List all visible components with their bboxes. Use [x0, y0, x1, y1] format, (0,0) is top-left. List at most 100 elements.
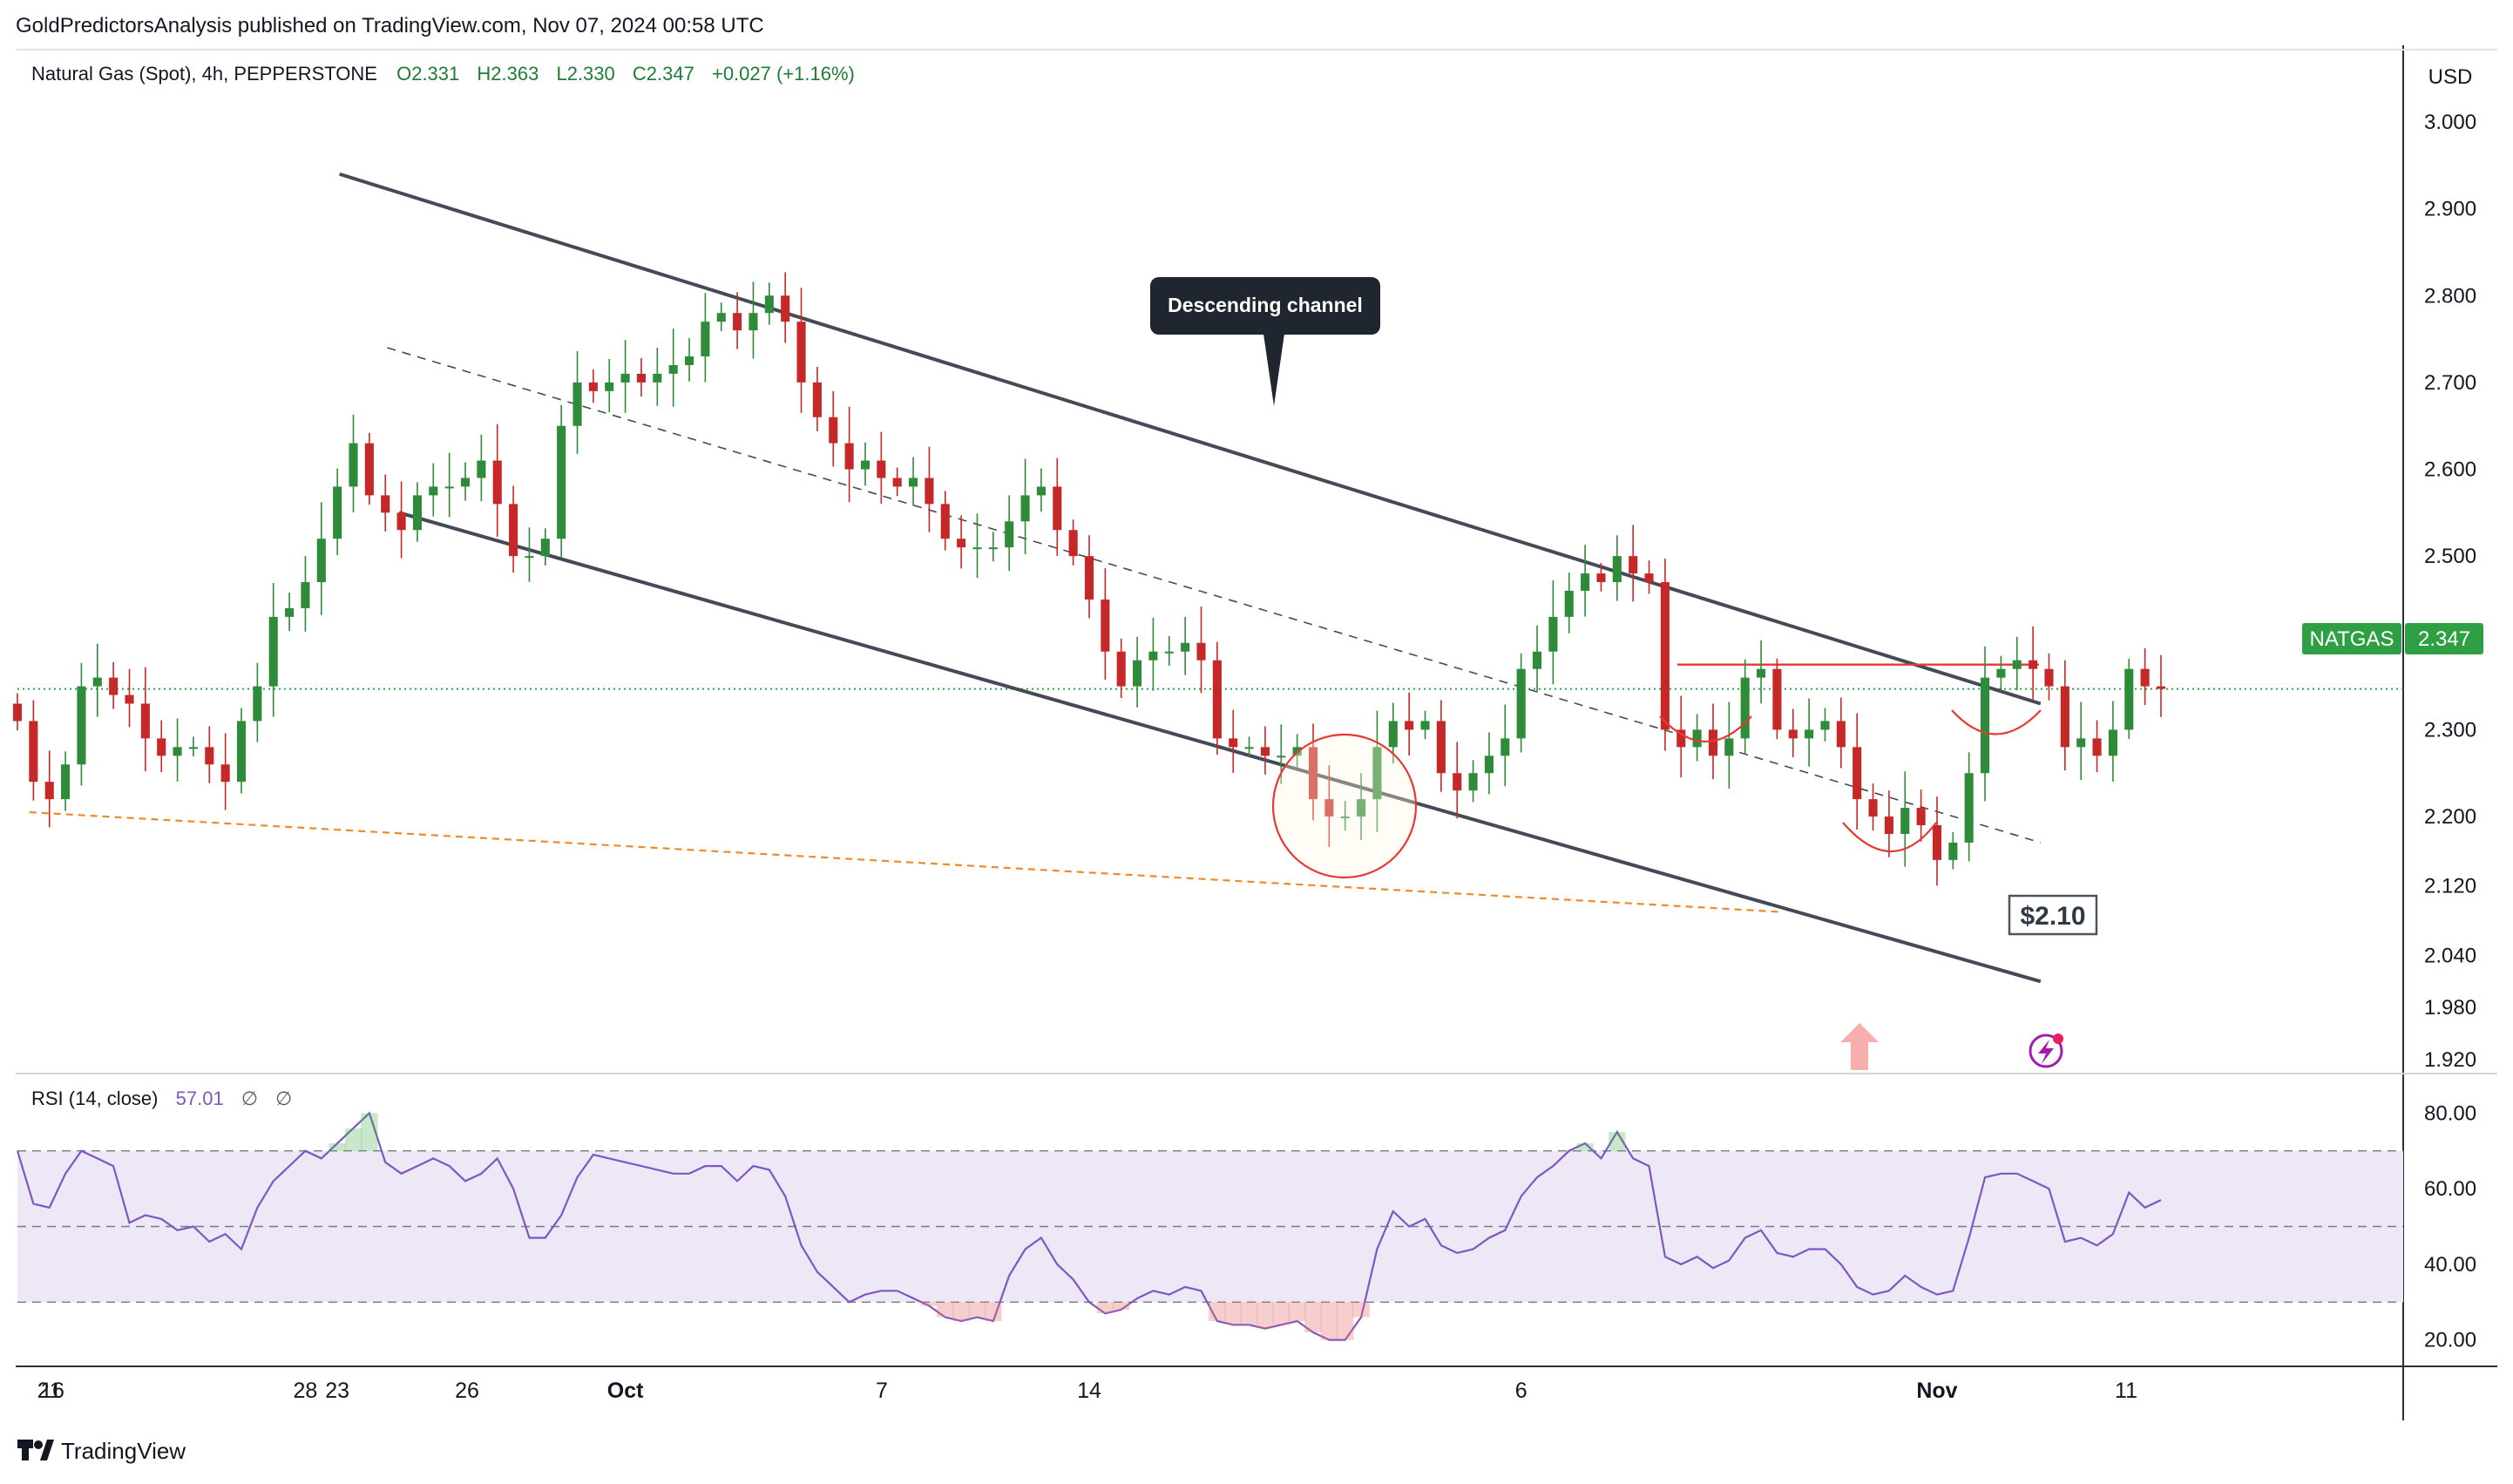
- candle-body: [892, 478, 902, 487]
- level-label-text: $2.10: [2020, 902, 2085, 931]
- candle-body: [188, 747, 198, 749]
- symbol-name[interactable]: Natural Gas (Spot), 4h, PEPPERSTONE: [31, 63, 377, 85]
- time-tick-label: 6: [1515, 1379, 1527, 1403]
- price-tick-label: 2.040: [2424, 944, 2476, 967]
- candle-body: [701, 322, 710, 356]
- price-tick-label: 2.800: [2424, 284, 2476, 308]
- price-tick-label: 2.120: [2424, 875, 2476, 898]
- level-label-frame: [2008, 894, 2098, 936]
- candle-body: [1644, 573, 1654, 583]
- candle-body: [812, 382, 822, 417]
- candle-body: [684, 356, 694, 365]
- tradingview-logo[interactable]: TradingView: [17, 1438, 186, 1464]
- candle-body: [2029, 660, 2038, 669]
- candle-body: [796, 322, 806, 383]
- candle-body: [1053, 486, 1062, 531]
- candle-body: [77, 686, 86, 765]
- ohlc-close: C2.347: [633, 63, 694, 85]
- time-tick-label: 14: [1077, 1379, 1101, 1403]
- candle-body: [2076, 738, 2086, 748]
- candle-body: [1468, 773, 1478, 791]
- candle-body: [1564, 591, 1574, 617]
- candle-body: [1388, 721, 1398, 748]
- candle-body: [92, 677, 102, 687]
- candle-body: [1453, 773, 1462, 791]
- candle-body: [1692, 729, 1702, 748]
- ohlc-high: H2.363: [477, 63, 538, 85]
- candle-body: [1116, 651, 1126, 687]
- candle-body: [2156, 686, 2166, 689]
- candle-body: [220, 764, 230, 783]
- candle-body: [205, 747, 214, 765]
- candle-body: [44, 782, 54, 800]
- channel-mid-line: [387, 347, 2042, 844]
- flash-event-icon[interactable]: [2029, 1033, 2063, 1068]
- up-arrow-icon[interactable]: [1840, 1023, 1879, 1070]
- price-pane: [12, 172, 2403, 984]
- price-tick-label: 2.900: [2424, 198, 2476, 221]
- candle-body: [109, 677, 119, 695]
- candle-body: [1148, 651, 1158, 661]
- candle-body: [716, 313, 726, 322]
- candle-body: [1181, 642, 1190, 652]
- candle-body: [1756, 668, 1766, 678]
- channel-upper-line: [339, 172, 2042, 706]
- candle-body: [1853, 747, 1862, 800]
- callout-pointer: [1263, 334, 1284, 406]
- price-tick-label: 2.500: [2424, 545, 2476, 568]
- rsi-tick-label: 60.00: [2424, 1177, 2476, 1201]
- candle-body: [1357, 799, 1366, 817]
- tradingview-brand: TradingView: [61, 1438, 186, 1464]
- candle-body: [1805, 729, 1814, 739]
- price-tick-label: 2.200: [2424, 805, 2476, 829]
- candle-body: [540, 539, 550, 557]
- candle-body: [764, 295, 774, 314]
- candle-body: [1948, 842, 1958, 860]
- time-tick-label: 7: [876, 1379, 888, 1403]
- candle-body: [1196, 642, 1206, 661]
- price-tag[interactable]: NATGAS 2.347: [2302, 623, 2483, 654]
- candle-body: [349, 443, 358, 487]
- candle-body: [1532, 651, 1542, 669]
- candle-body: [157, 738, 166, 756]
- rsi-legend[interactable]: RSI (14, close) 57.01 ∅ ∅: [31, 1088, 292, 1109]
- candle-body: [748, 313, 758, 331]
- candle-body: [668, 364, 678, 374]
- price-tick-label: 2.300: [2424, 718, 2476, 742]
- symbol-line[interactable]: Natural Gas (Spot), 4h, PEPPERSTONE O2.3…: [31, 63, 855, 85]
- currency-label[interactable]: USD: [2428, 65, 2473, 89]
- rsi-value: 57.01: [176, 1088, 224, 1109]
- support-trend-line: [29, 810, 1784, 913]
- candle-body: [1629, 556, 1638, 574]
- price-tick-label: 1.980: [2424, 996, 2476, 1020]
- candle-body: [1612, 556, 1622, 583]
- candle-body: [1900, 808, 1910, 834]
- candle-body: [1484, 756, 1494, 774]
- rsi-label: RSI (14, close): [31, 1088, 159, 1109]
- descending-channel-callout[interactable]: Descending channel: [1150, 277, 1380, 406]
- candle-body: [253, 686, 262, 722]
- rsi-line: [16, 1111, 2162, 1341]
- tradingview-logo-icon: [17, 1440, 54, 1460]
- candle-body: [1836, 721, 1846, 748]
- time-tick-label: Oct: [607, 1379, 644, 1403]
- candle-body: [1372, 747, 1382, 800]
- candle-body: [653, 373, 662, 383]
- candle-body: [620, 373, 630, 383]
- candle-body: [1868, 799, 1878, 817]
- candle-body: [909, 478, 918, 487]
- candle-body: [1212, 660, 1222, 739]
- candle-body: [1996, 668, 2006, 678]
- time-tick-label: 21: [37, 1379, 62, 1403]
- bottom-arc-right: [1951, 709, 2042, 735]
- candle-body: [1660, 582, 1670, 730]
- candle-body: [1596, 573, 1606, 583]
- level-label-box[interactable]: $2.10: [2008, 894, 2098, 936]
- candle-body: [1916, 808, 1926, 825]
- price-tick-label: 2.700: [2424, 371, 2476, 395]
- candle-body: [733, 313, 742, 331]
- bottom-arc-left: [1659, 715, 1752, 743]
- candle-body: [268, 616, 278, 687]
